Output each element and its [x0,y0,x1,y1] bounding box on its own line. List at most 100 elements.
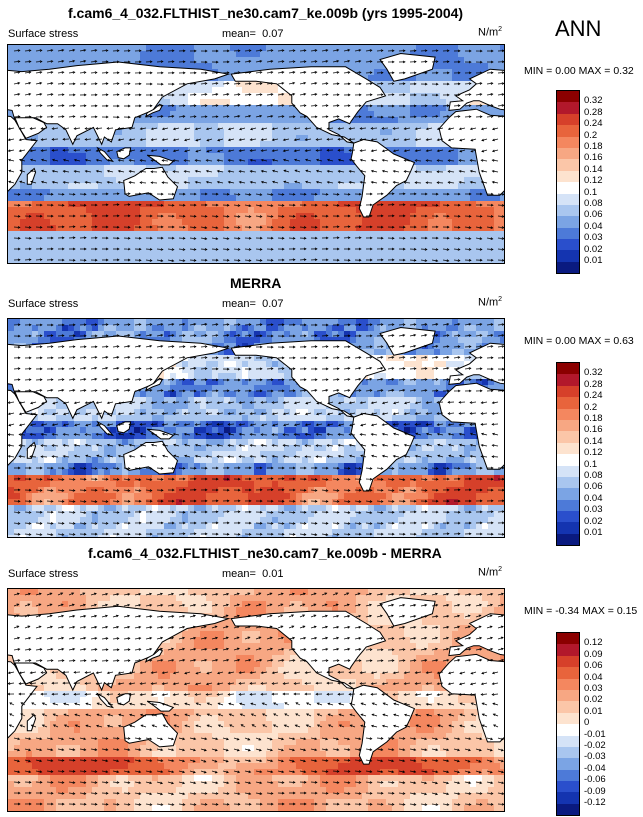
colorbar-tick-label: 0.14 [584,435,603,447]
colorbar-tick-label: 0.32 [584,95,603,107]
landmass-borneo [116,693,132,706]
landmass-arabia [14,662,48,685]
colorbar-swatch [557,408,579,420]
colorbar-swatch [557,511,579,523]
map-panel-model [7,44,505,264]
min-max-readout: MIN = 0.00 MAX = 0.63 [524,335,634,347]
min-max-readout: MIN = -0.34 MAX = 0.15 [524,605,638,617]
colorbar-swatch [557,397,579,409]
colorbar-tick-label: 0.06 [584,209,603,221]
landmass-eurasia [448,68,504,111]
min-max-readout: MIN = 0.00 MAX = 0.32 [524,65,634,77]
units-label: N/m2 [478,566,503,579]
landmass-australia [123,166,179,201]
colorbar-swatch [557,363,579,375]
colorbar-tick-label: 0.04 [584,671,603,683]
landmass-africa [438,108,504,196]
colorbar-tick-label: 0.04 [584,492,603,504]
landmass-africa [438,382,504,470]
colorbar-swatch [557,385,579,398]
landmass-africa [438,653,504,743]
colorbar-tick-label: 0.28 [584,378,603,390]
colorbar-tick-label: 0.03 [584,683,603,694]
colorbar-swatch [557,701,579,713]
colorbar-tick-label: 0.24 [584,118,603,130]
colorbar-tick-label: 0.16 [584,152,603,164]
colorbar-tick-label: 0.14 [584,163,603,175]
colorbar-tick-label: 0.08 [584,470,603,481]
colorbar-tick-label: 0.04 [584,220,603,232]
colorbar-tick-label: 0.12 [584,637,603,649]
colorbar-tick-label: -0.03 [584,751,606,763]
mean-label: mean= 0.01 [222,568,284,580]
mean-value: 0.07 [262,298,284,310]
map-panel-diff [7,588,505,812]
landmass-madagascar [26,713,37,732]
colorbar-swatch [557,533,579,546]
colorbar-tick-label: -0.09 [584,785,606,797]
landmass-newguinea [146,428,175,440]
colorbar-tick-label: 0.32 [584,367,603,379]
colorbar-tick-label: 0.01 [584,255,603,266]
colorbar-swatch [557,769,579,782]
colorbar-swatch [557,91,579,103]
colorbar-swatch [557,488,579,500]
colorbar-swatch [557,792,579,804]
colorbar-swatch [557,724,579,736]
colorbar-swatch [557,170,579,183]
map-panel-obs [7,318,505,538]
colorbar-swatch [557,182,579,194]
stress-vectors [8,592,504,806]
landmass-namerica [230,66,387,144]
colorbar-swatch [557,781,579,793]
colorbar-tick-label: 0.06 [584,481,603,493]
landmass-eurasia [448,613,504,657]
panel-title: f.cam6_4_032.FLTHIST_ne30.cam7_ke.009b (… [68,5,464,21]
landmass-eurasia [448,342,504,385]
colorbar [556,632,580,817]
landmass-eurasia [8,61,231,146]
colorbar-swatch [557,159,579,171]
stress-vectors [8,322,504,536]
colorbar-tick-label: -0.04 [584,762,606,774]
colorbar-tick-label: 0.01 [584,527,603,538]
colorbar-tick-label: -0.12 [584,797,606,808]
colorbar-swatch [557,678,579,690]
colorbar-tick-label: 0.16 [584,424,603,436]
colorbar-swatch [557,125,579,137]
landmass-namerica [230,610,387,690]
colorbar-tick-label: 0.1 [584,186,598,198]
mean-value: 0.07 [262,28,284,40]
colorbar-swatch [557,499,579,512]
colorbar-tick-label: 0.12 [584,175,603,187]
colorbar-swatch [557,442,579,455]
colorbar-swatch [557,465,579,477]
variable-label: Surface stress [8,298,79,310]
colorbar-swatch [557,113,579,126]
colorbar-tick-label: 0.2 [584,401,598,413]
colorbar-swatch [557,102,579,114]
continent-outlines [8,326,504,492]
colorbar-swatch [557,803,579,816]
colorbar-tick-label: 0 [584,717,590,729]
colorbar-tick-label: 0.02 [584,515,603,527]
colorbar-tick-label: 0.12 [584,447,603,459]
colorbar-swatch [557,735,579,747]
landmass-eurasia [8,335,231,420]
colorbar-tick-label: 0.18 [584,141,603,152]
colorbar-swatch [557,522,579,534]
landmass-samerica [350,412,416,492]
colorbar-tick-label: -0.01 [584,728,606,740]
colorbar-tick-label: 0.2 [584,129,598,141]
mean-label: mean= 0.07 [222,298,284,310]
colorbar [556,362,580,547]
colorbar-swatch [557,454,579,466]
landmass-madagascar [26,167,37,185]
colorbar [556,90,580,275]
season-label: ANN [555,16,602,41]
colorbar-swatch [557,431,579,443]
colorbar-tick-label: 0.24 [584,390,603,402]
panel-title: MERRA [230,275,282,291]
colorbar-swatch [557,193,579,205]
colorbar-tick-label: 0.1 [584,458,598,470]
